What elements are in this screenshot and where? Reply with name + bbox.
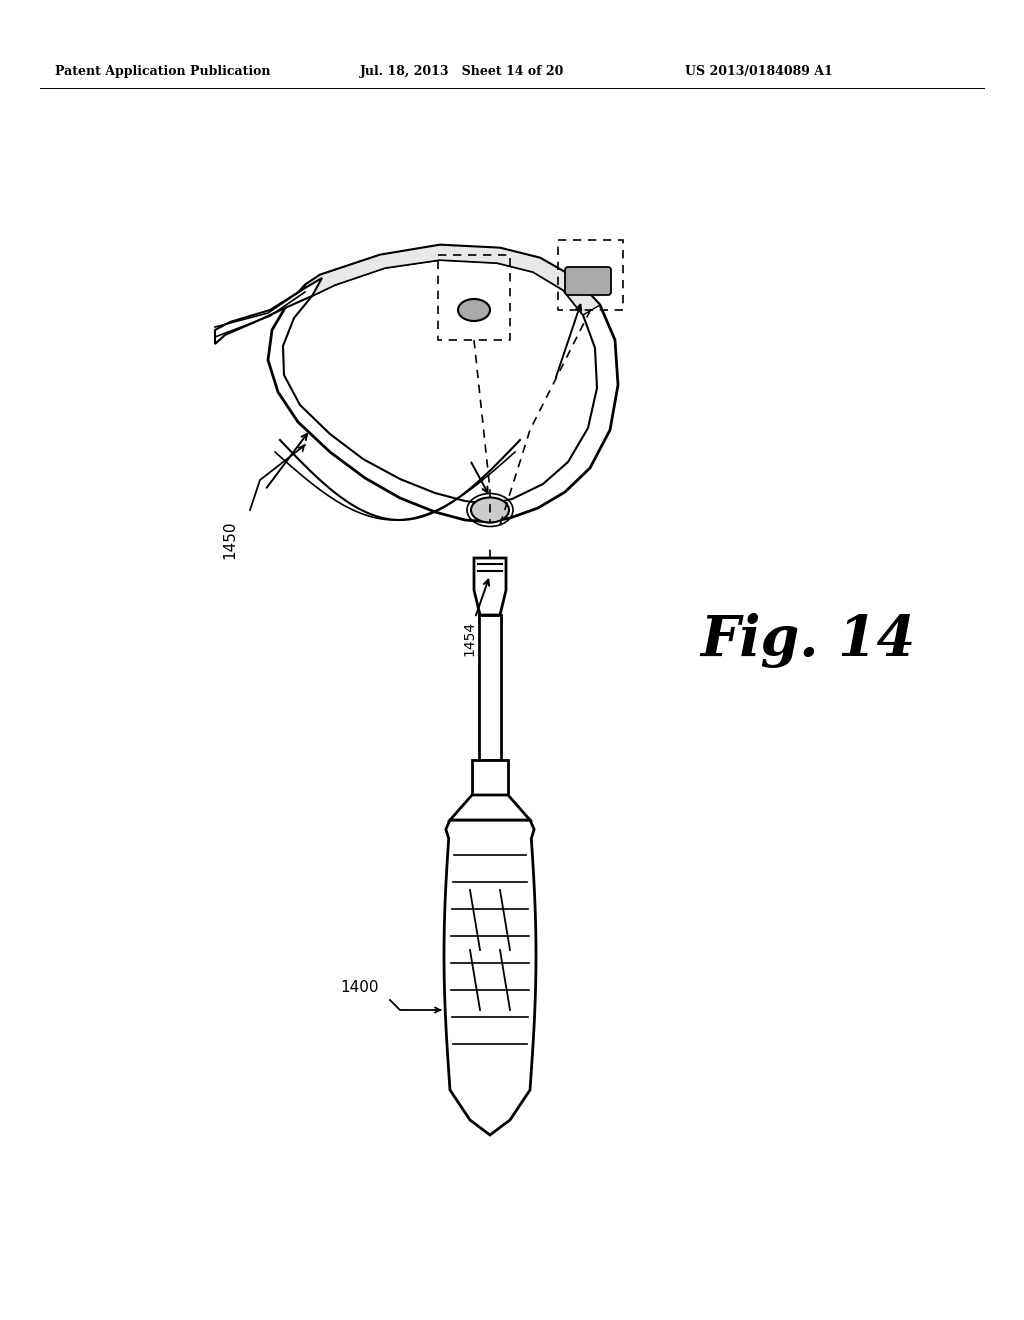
Polygon shape <box>283 260 597 504</box>
Polygon shape <box>474 558 506 615</box>
Polygon shape <box>215 279 322 345</box>
Text: Fig. 14: Fig. 14 <box>700 612 915 668</box>
Text: 1450: 1450 <box>222 521 237 560</box>
Text: 1400: 1400 <box>340 981 379 995</box>
Text: 1454: 1454 <box>450 450 464 486</box>
Text: 1452: 1452 <box>545 412 567 449</box>
Polygon shape <box>450 795 530 820</box>
Polygon shape <box>472 760 508 795</box>
Polygon shape <box>479 615 501 760</box>
Text: 1452: 1452 <box>465 450 479 486</box>
Text: Patent Application Publication: Patent Application Publication <box>55 66 270 78</box>
Text: US 2013/0184089 A1: US 2013/0184089 A1 <box>685 66 833 78</box>
Ellipse shape <box>471 498 509 523</box>
FancyBboxPatch shape <box>565 267 611 294</box>
Text: Jul. 18, 2013   Sheet 14 of 20: Jul. 18, 2013 Sheet 14 of 20 <box>360 66 564 78</box>
Polygon shape <box>305 246 600 315</box>
Polygon shape <box>268 246 618 521</box>
Text: 1454: 1454 <box>462 620 476 656</box>
Ellipse shape <box>458 300 490 321</box>
Polygon shape <box>444 820 536 1135</box>
